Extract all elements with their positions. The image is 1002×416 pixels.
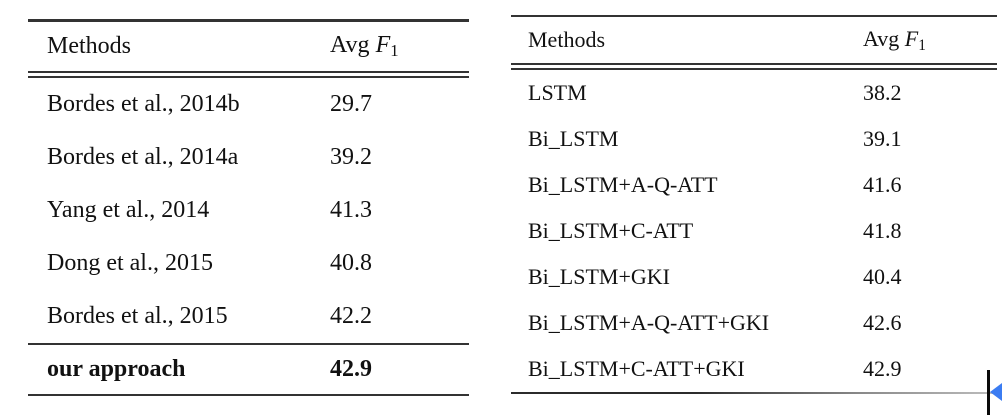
method-cell: Dong et al., 2015 bbox=[47, 250, 213, 276]
f1-symbol: F bbox=[904, 25, 919, 51]
method-cell: Bordes et al., 2015 bbox=[47, 303, 228, 329]
value-cell: 42.6 bbox=[863, 310, 902, 335]
value-cell: 41.3 bbox=[330, 197, 372, 223]
avg-f1-column-header: Avg F1 bbox=[863, 26, 926, 55]
table-row: Bi_LSTM+GKI 40.4 bbox=[511, 254, 997, 300]
mid-rule bbox=[28, 343, 469, 345]
f1-subscript: 1 bbox=[918, 36, 926, 54]
table-row: LSTM 38.2 bbox=[511, 70, 997, 116]
value-cell: 42.9 bbox=[330, 356, 372, 382]
value-cell: 41.8 bbox=[863, 218, 902, 243]
method-cell: Bi_LSTM+C-ATT bbox=[528, 218, 694, 243]
avg-f1-column-header: Avg F1 bbox=[330, 32, 399, 61]
method-cell: Bi_LSTM bbox=[528, 126, 619, 151]
table-row: Yang et al., 2014 41.3 bbox=[28, 184, 469, 237]
header-row: Methods Avg F1 bbox=[511, 17, 997, 63]
value-cell: 40.8 bbox=[330, 250, 372, 276]
ablation-results-table: Methods Avg F1 LSTM 38.2 Bi_LSTM 39.1 Bi… bbox=[511, 15, 997, 394]
bottom-rule bbox=[511, 392, 997, 394]
table-row: Bi_LSTM+A-Q-ATT 41.6 bbox=[511, 162, 997, 208]
method-cell: Bi_LSTM+A-Q-ATT+GKI bbox=[528, 310, 770, 335]
f1-symbol: F bbox=[375, 31, 391, 58]
value-cell: 39.1 bbox=[863, 126, 902, 151]
value-cell: 41.6 bbox=[863, 172, 902, 197]
blue-cursor-arrow-icon bbox=[990, 383, 1002, 401]
top-rule bbox=[28, 19, 469, 22]
method-cell: Yang et al., 2014 bbox=[47, 197, 210, 223]
value-cell: 40.4 bbox=[863, 264, 902, 289]
methods-column-header: Methods bbox=[47, 33, 131, 59]
value-cell: 39.2 bbox=[330, 144, 372, 170]
method-cell: Bordes et al., 2014a bbox=[47, 144, 239, 170]
text-caret bbox=[987, 370, 990, 415]
table-row: Bi_LSTM+A-Q-ATT+GKI 42.6 bbox=[511, 300, 997, 346]
method-cell: Bi_LSTM+C-ATT+GKI bbox=[528, 356, 745, 381]
value-cell: 38.2 bbox=[863, 80, 902, 105]
header-double-rule bbox=[511, 63, 997, 70]
method-cell: LSTM bbox=[528, 80, 587, 105]
method-cell: our approach bbox=[47, 356, 186, 382]
top-rule bbox=[511, 15, 997, 17]
our-approach-row: our approach 42.9 bbox=[28, 345, 469, 394]
method-cell: Bi_LSTM+GKI bbox=[528, 264, 670, 289]
table-row: Bordes et al., 2014a 39.2 bbox=[28, 131, 469, 184]
avg-label: Avg bbox=[863, 25, 900, 51]
table-row: Dong et al., 2015 40.8 bbox=[28, 237, 469, 290]
value-cell: 29.7 bbox=[330, 91, 372, 117]
baselines-comparison-table: Methods Avg F1 Bordes et al., 2014b 29.7… bbox=[28, 19, 469, 396]
table-row: Bi_LSTM+C-ATT 41.8 bbox=[511, 208, 997, 254]
table-row: Bordes et al., 2014b 29.7 bbox=[28, 78, 469, 131]
header-double-rule bbox=[28, 71, 469, 78]
table-row: Bi_LSTM+C-ATT+GKI 42.9 bbox=[511, 346, 997, 392]
method-cell: Bordes et al., 2014b bbox=[47, 91, 240, 117]
table-row: Bordes et al., 2015 42.2 bbox=[28, 290, 469, 343]
f1-subscript: 1 bbox=[390, 41, 399, 61]
bottom-rule bbox=[28, 394, 469, 396]
header-row: Methods Avg F1 bbox=[28, 22, 469, 71]
methods-column-header: Methods bbox=[528, 27, 605, 52]
value-cell: 42.2 bbox=[330, 303, 372, 329]
avg-label: Avg bbox=[330, 31, 370, 58]
method-cell: Bi_LSTM+A-Q-ATT bbox=[528, 172, 718, 197]
value-cell: 42.9 bbox=[863, 356, 902, 381]
table-row: Bi_LSTM 39.1 bbox=[511, 116, 997, 162]
